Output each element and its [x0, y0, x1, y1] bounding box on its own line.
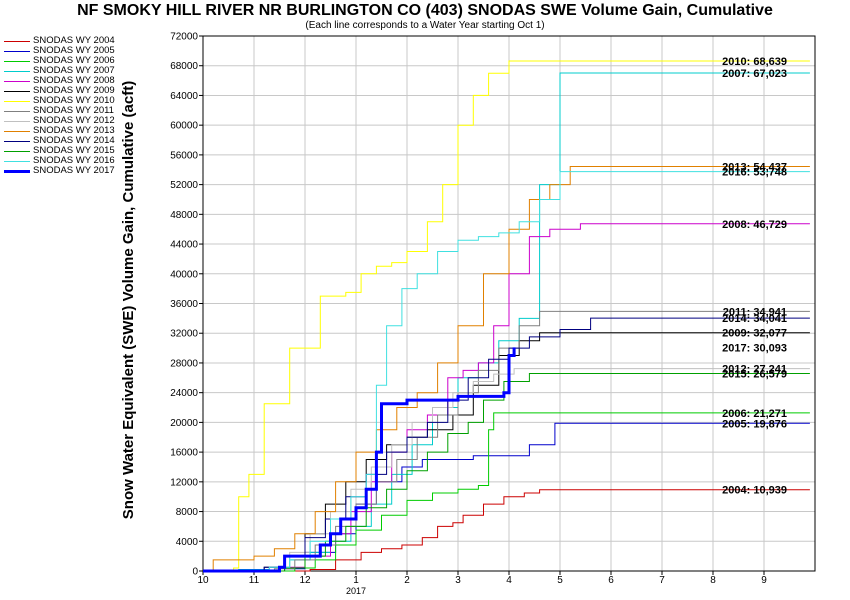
plot-frame	[202, 35, 816, 572]
y-tick-label: 68000	[170, 61, 198, 72]
legend-label: SNODAS WY 2007	[33, 65, 115, 76]
legend-label: SNODAS WY 2009	[33, 85, 115, 96]
x-tick-label: 12	[299, 575, 311, 586]
end-label: 2006: 21,271	[722, 408, 787, 420]
end-label: 2008: 46,729	[722, 219, 787, 231]
legend-label: SNODAS WY 2015	[33, 145, 115, 156]
legend-label: SNODAS WY 2013	[33, 125, 115, 136]
legend-swatch	[4, 81, 30, 82]
x-tick-label: 9	[761, 575, 767, 586]
chart-title: NF SMOKY HILL RIVER NR BURLINGTON CO (40…	[77, 2, 773, 19]
legend-swatch	[4, 141, 30, 142]
x-tick-label: 3	[455, 575, 461, 586]
end-label: 2013: 54,437	[722, 162, 787, 174]
series-line-snodas-wy-2006	[203, 412, 810, 572]
legend-swatch	[4, 71, 30, 72]
legend-label: SNODAS WY 2005	[33, 45, 115, 56]
legend-label: SNODAS WY 2008	[33, 75, 115, 86]
y-tick-label: 12000	[170, 477, 198, 488]
legend-swatch	[4, 111, 30, 112]
x-year-label: 2017	[346, 586, 366, 596]
x-tick-label: 7	[659, 575, 665, 586]
legend-label: SNODAS WY 2017	[33, 165, 115, 176]
series-line-snodas-wy-2014	[203, 317, 810, 572]
legend-swatch	[4, 161, 30, 162]
legend-label: SNODAS WY 2010	[33, 95, 115, 106]
y-tick-label: 40000	[170, 269, 198, 280]
y-tick-label: 28000	[170, 358, 198, 369]
y-tick-label: 0	[192, 567, 198, 578]
y-tick-label: 48000	[170, 210, 198, 221]
end-label: 2009: 32,077	[722, 328, 787, 340]
series-line-snodas-wy-2004	[203, 489, 810, 572]
legend-label: SNODAS WY 2011	[33, 105, 114, 116]
end-label: 2015: 26,579	[722, 369, 787, 381]
end-label: 2005: 19,876	[722, 418, 787, 430]
end-label: 2011: 34,941	[723, 306, 787, 318]
y-tick-label: 16000	[170, 448, 198, 459]
y-tick-label: 60000	[170, 121, 198, 132]
end-label: 2007: 67,023	[722, 68, 787, 80]
legend-swatch	[4, 61, 30, 62]
y-tick-label: 20000	[170, 418, 198, 429]
legend-swatch	[4, 101, 30, 102]
series-line-snodas-wy-2012	[203, 368, 810, 572]
y-tick-label: 32000	[170, 329, 198, 340]
x-tick-label: 4	[506, 575, 512, 586]
y-tick-label: 56000	[170, 150, 198, 161]
x-tick-label: 6	[608, 575, 614, 586]
y-tick-label: 72000	[170, 32, 198, 43]
y-tick-label: 4000	[176, 537, 199, 548]
legend-swatch	[4, 121, 30, 122]
series-line-snodas-wy-2010	[203, 60, 810, 572]
series-line-snodas-wy-2017	[203, 347, 516, 573]
x-tick-label: 10	[197, 575, 209, 586]
legend-swatch	[4, 41, 30, 42]
legend-swatch	[4, 151, 30, 152]
x-tick-label: 11	[249, 575, 260, 586]
legend-label: SNODAS WY 2016	[33, 155, 115, 166]
y-tick-label: 36000	[170, 299, 198, 310]
legend-label: SNODAS WY 2004	[33, 35, 115, 46]
end-label: 2012: 27,241	[722, 364, 787, 376]
x-tick-label: 1	[353, 575, 359, 586]
x-tick-label: 2	[404, 575, 410, 586]
legend-swatch	[4, 91, 30, 92]
end-label: 2004: 10,939	[722, 485, 787, 497]
legend-label: SNODAS WY 2012	[33, 115, 115, 126]
end-label: 2014: 34,041	[722, 313, 787, 325]
y-tick-label: 64000	[170, 91, 198, 102]
legend-label: SNODAS WY 2006	[33, 55, 115, 66]
chart-subtitle: (Each line corresponds to a Water Year s…	[305, 20, 545, 31]
series-line-snodas-wy-2013	[203, 166, 810, 572]
legend-swatch	[4, 51, 30, 52]
end-label: 2016: 53,748	[722, 167, 787, 179]
legend-swatch	[4, 131, 30, 132]
y-tick-label: 52000	[170, 180, 198, 191]
legend-swatch	[4, 170, 30, 173]
x-tick-label: 5	[557, 575, 563, 586]
y-tick-label: 24000	[170, 388, 198, 399]
series-line-snodas-wy-2011	[203, 310, 810, 572]
end-label: 2017: 30,093	[722, 342, 787, 354]
series-line-snodas-wy-2016	[203, 171, 810, 572]
x-tick-label: 8	[710, 575, 716, 586]
end-label: 2010: 68,639	[722, 56, 787, 68]
y-tick-label: 8000	[176, 507, 199, 518]
y-tick-label: 44000	[170, 240, 198, 251]
legend-label: SNODAS WY 2014	[33, 135, 115, 146]
